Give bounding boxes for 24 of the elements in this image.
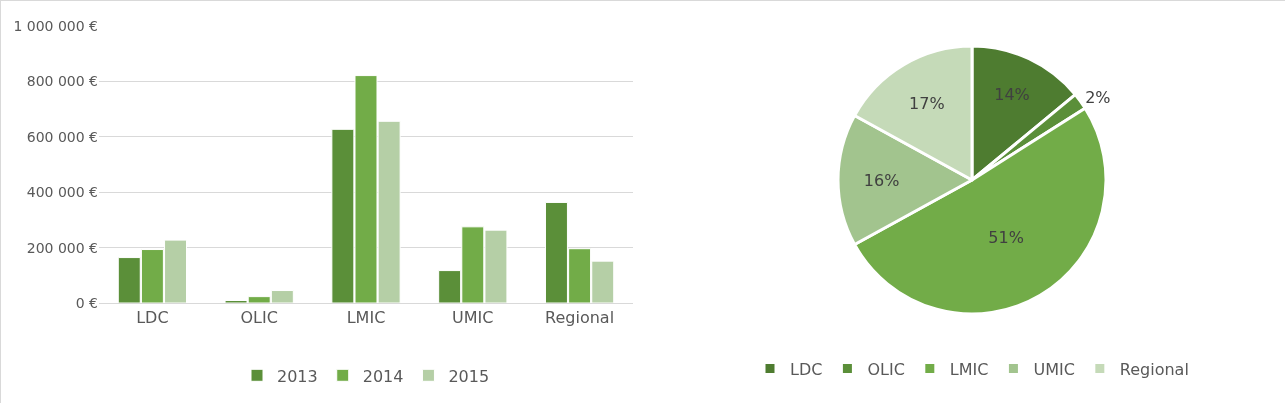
y-tick-label: 200 000 € xyxy=(26,239,98,256)
y-tick-label: 600 000 € xyxy=(26,128,98,145)
legend-label: 2014 xyxy=(362,366,404,386)
x-tick-label: LDC xyxy=(136,308,169,328)
legend-label: OLIC xyxy=(867,359,905,379)
x-tick-label: Regional xyxy=(545,308,615,328)
y-tick-label: 1 000 000 € xyxy=(13,17,98,34)
data-label: 51% xyxy=(988,228,1024,248)
data-label: 17% xyxy=(909,94,945,114)
data-label: 14% xyxy=(994,85,1030,105)
legend-label: LMIC xyxy=(949,359,989,379)
legend-label: UMIC xyxy=(1033,359,1075,379)
y-tick-label: 0 € xyxy=(75,294,98,311)
data-label: 16% xyxy=(863,170,900,190)
x-tick-label: OLIC xyxy=(240,308,278,328)
legend-label: 2015 xyxy=(448,366,490,386)
x-tick-label: LMIC xyxy=(346,308,386,328)
x-tick-label: UMIC xyxy=(452,308,494,328)
y-tick-label: 400 000 € xyxy=(26,184,98,201)
legend-label: Regional xyxy=(1119,359,1189,379)
legend-label: LDC xyxy=(790,359,823,379)
data-label: 2% xyxy=(1085,88,1111,108)
legend-label: 2013 xyxy=(277,366,318,386)
y-tick-label: 800 000 € xyxy=(26,73,98,90)
